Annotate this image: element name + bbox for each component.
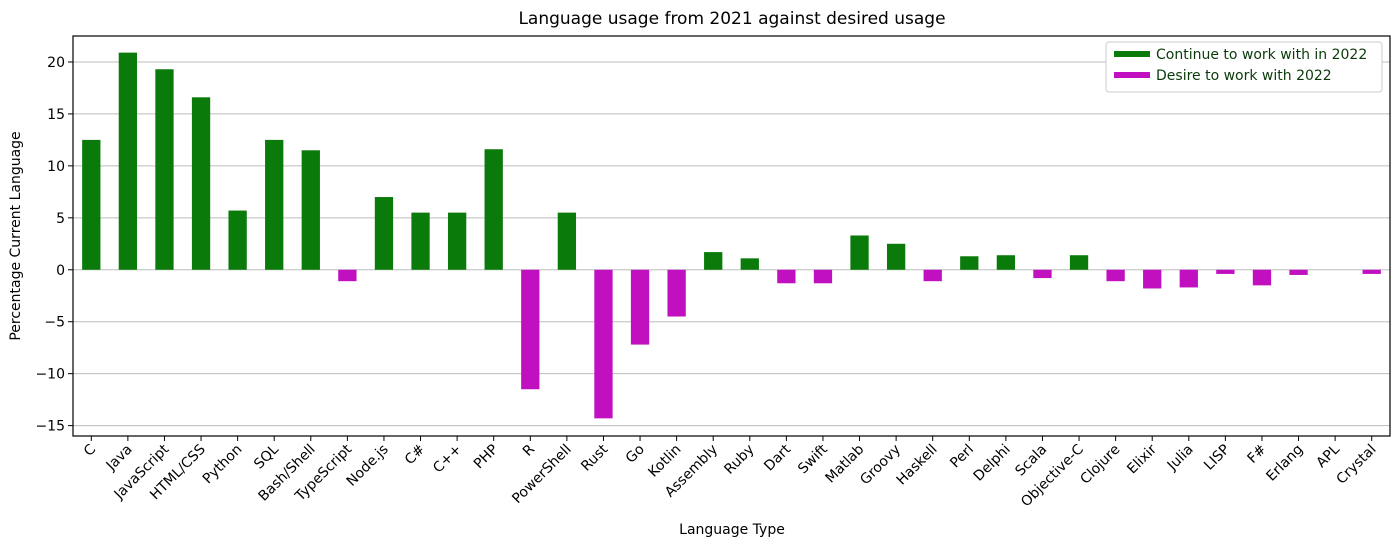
chart-title: Language usage from 2021 against desired…: [518, 9, 945, 29]
x-tick-label: Elixir: [1124, 441, 1160, 477]
y-tick-label: 20: [47, 55, 65, 71]
x-axis-label: Language Type: [679, 522, 785, 538]
bar-bash-shell: [301, 150, 320, 270]
x-tick-label: Go: [623, 442, 648, 467]
bar-clojure: [1106, 269, 1125, 282]
y-tick-label: −10: [35, 367, 65, 383]
bar-objective-c: [1069, 255, 1089, 270]
bar-c-: [411, 212, 430, 270]
y-axis-ticks: −15 −10 −5 0 5 10 15 20: [35, 55, 73, 435]
bar-html-css: [191, 97, 211, 270]
bar-elixir: [1143, 269, 1162, 289]
bar-rust: [594, 269, 613, 419]
y-tick-label: 10: [47, 159, 65, 175]
x-tick-label: Dart: [761, 441, 794, 474]
bar-typescript: [338, 269, 357, 282]
legend-swatch-continue: [1114, 51, 1150, 57]
x-tick-label: C#: [402, 442, 429, 469]
legend-label-continue: Continue to work with in 2022: [1156, 47, 1367, 63]
legend-swatch-desire: [1114, 72, 1150, 78]
legend-label-desire: Desire to work with 2022: [1156, 68, 1332, 84]
bar-lisp: [1216, 269, 1235, 274]
legend-box: [1105, 41, 1383, 93]
x-tick-label: Delphi: [971, 442, 1014, 485]
bar-swift: [813, 269, 833, 284]
x-tick-label: Erlang: [1263, 442, 1306, 485]
bar-erlang: [1289, 269, 1308, 275]
bar-scala: [1033, 269, 1052, 279]
bar-powershell: [557, 212, 577, 270]
x-tick-label: Clojure: [1077, 442, 1123, 488]
x-tick-label: Haskell: [894, 442, 941, 489]
bar-julia: [1179, 269, 1198, 288]
x-tick-label: Java: [103, 442, 136, 475]
bar-haskell: [923, 269, 942, 282]
bar-ruby: [740, 258, 759, 270]
bar-node-js: [374, 197, 394, 270]
x-tick-label: PHP: [471, 442, 502, 473]
x-tick-label: Julia: [1164, 442, 1197, 475]
bar-r: [521, 269, 540, 390]
y-tick-label: 0: [56, 263, 65, 279]
x-tick-label: APL: [1313, 441, 1343, 471]
y-tick-label: 5: [56, 211, 65, 227]
x-tick-label: PowerShell: [509, 442, 574, 507]
bar-assembly: [704, 252, 723, 270]
x-tick-label: C: [81, 441, 99, 459]
x-tick-label: F#: [1244, 442, 1269, 467]
bars: [82, 52, 1381, 419]
bar-go: [630, 269, 650, 345]
x-tick-label: Perl: [947, 442, 977, 472]
bar-dart: [777, 269, 796, 284]
x-tick-label: Ruby: [721, 442, 757, 478]
grid-lines: [73, 61, 1390, 427]
bar-perl: [960, 256, 979, 270]
x-tick-label: Crystal: [1334, 442, 1380, 488]
bar-groovy: [886, 243, 906, 270]
bar-crystal: [1362, 269, 1381, 274]
bar-sql: [265, 139, 284, 270]
bar-matlab: [850, 235, 869, 270]
bar-c: [82, 139, 101, 270]
bar-delphi: [996, 255, 1016, 270]
bar-f-: [1252, 269, 1272, 286]
x-tick-label: C++: [430, 442, 465, 477]
x-tick-label: R: [520, 441, 538, 459]
y-axis-label: Percentage Current Language: [8, 131, 24, 340]
y-tick-label: 15: [47, 107, 65, 123]
y-tick-label: −15: [35, 419, 65, 435]
bar-c-: [447, 212, 467, 270]
y-tick-label: −5: [44, 315, 65, 331]
x-tick-label: Rust: [578, 441, 611, 474]
bar-php: [484, 149, 503, 270]
bar-kotlin: [667, 269, 686, 317]
bar-javascript: [155, 69, 174, 270]
legend: Continue to work with in 2022 Desire to …: [1105, 41, 1383, 93]
x-tick-label: LISP: [1201, 442, 1233, 474]
plot-frame: [72, 35, 1391, 437]
bar-java: [118, 52, 138, 270]
x-tick-label: SQL: [251, 441, 282, 472]
x-tick-label: Python: [200, 442, 246, 488]
bar-python: [228, 210, 247, 270]
